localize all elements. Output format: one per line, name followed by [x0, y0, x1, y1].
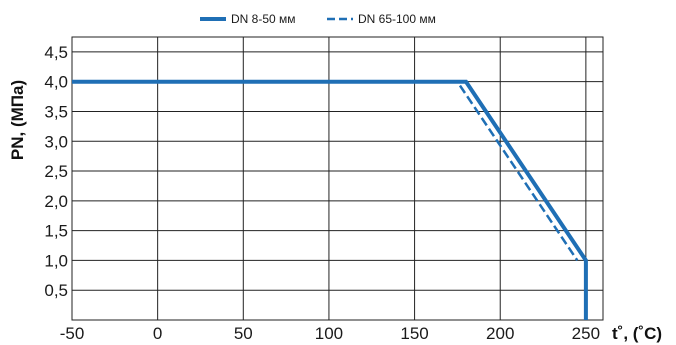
x-axis-label-unit: , (˚C)	[623, 324, 662, 343]
series-line-dn-8-50	[72, 79, 588, 320]
y-tick-label: 2,5	[44, 162, 68, 181]
x-tick-labels: -50 0 50 100 150 200 250	[60, 324, 600, 343]
plot-frame	[71, 36, 604, 321]
legend-label: DN 65-100 мм	[358, 12, 436, 26]
x-axis-label: t˚, (˚C)	[612, 324, 662, 343]
y-tick-label: 4,5	[44, 43, 68, 62]
x-tick-label: -50	[60, 324, 85, 343]
x-axis-label-main: t˚	[612, 324, 623, 343]
legend: DN 8-50 мм DN 65-100 мм	[200, 12, 436, 26]
y-tick-labels: 0,5 1,0 1,5 2,0 2,5 3,0 3,5 4,0 4,5	[44, 43, 68, 300]
x-tick-label: 0	[153, 324, 162, 343]
x-tick-label: 100	[315, 324, 343, 343]
y-axis-label-unit: , (МПа)	[8, 80, 27, 137]
x-tick-label: 200	[486, 324, 514, 343]
series-layer	[72, 79, 588, 320]
y-tick-label: 3,5	[44, 102, 68, 121]
y-axis-label-main: PN	[8, 136, 27, 160]
y-tick-label: 3,0	[44, 132, 68, 151]
y-tick-label: 2,0	[44, 192, 68, 211]
y-tick-label: 1,0	[44, 251, 68, 270]
y-tick-label: 1,5	[44, 222, 68, 241]
y-tick-label: 0,5	[44, 281, 68, 300]
x-tick-label: 150	[400, 324, 428, 343]
x-tick-label: 250	[572, 324, 600, 343]
x-tick-label: 50	[234, 324, 253, 343]
y-axis-label: PN, (МПа)	[8, 80, 27, 160]
legend-label: DN 8-50 мм	[231, 12, 296, 26]
y-tick-label: 4,0	[44, 73, 68, 92]
